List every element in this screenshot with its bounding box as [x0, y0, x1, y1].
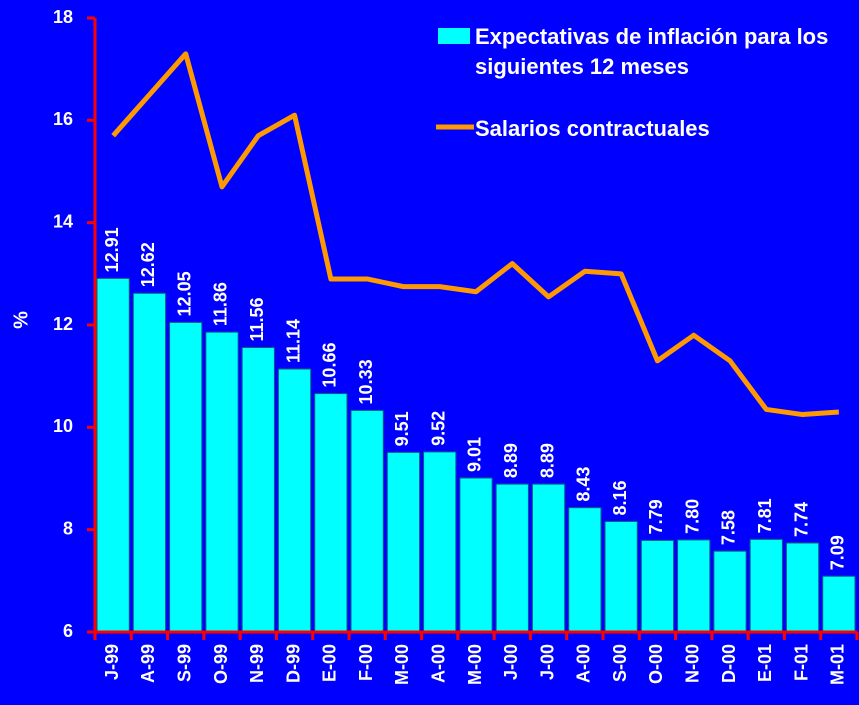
line: [111, 51, 840, 418]
bar: [205, 331, 239, 633]
bar: [749, 538, 783, 633]
data-label: 9.52: [428, 411, 448, 446]
bar: [640, 539, 675, 633]
y-tick-label: 18: [53, 7, 73, 27]
data-label: 11.86: [211, 282, 231, 326]
x-tick-label: E-01: [755, 644, 775, 682]
x-tick-label: J-00: [537, 644, 557, 680]
data-label: 10.33: [356, 359, 376, 404]
x-tick-label: E-00: [320, 644, 340, 682]
legend-label: Salarios contractuales: [475, 116, 710, 141]
x-tick-label: J-00: [501, 644, 521, 680]
data-label: 7.58: [719, 510, 739, 545]
data-label: 7.81: [755, 498, 775, 533]
data-label: 11.14: [283, 319, 303, 363]
data-label: 8.89: [501, 443, 521, 478]
bar: [169, 321, 203, 633]
x-tick-label: M-00: [465, 644, 485, 685]
bar: [423, 451, 457, 633]
data-label: 11.56: [247, 297, 267, 341]
x-tick-label: S-00: [610, 644, 630, 682]
data-label: 7.80: [682, 499, 702, 534]
data-label: 8.89: [537, 443, 557, 478]
bar: [677, 539, 711, 633]
x-tick-label: O-99: [211, 644, 231, 684]
bar: [350, 409, 384, 633]
data-label: 12.62: [138, 242, 158, 287]
data-label: 7.74: [791, 502, 811, 537]
x-tick-label: D-00: [719, 644, 739, 683]
x-tick-label: F-01: [791, 644, 811, 681]
x-tick-label: N-00: [682, 644, 702, 683]
bar: [604, 520, 638, 633]
data-label: 7.79: [646, 499, 666, 534]
bar: [241, 347, 275, 633]
data-label: 9.01: [465, 437, 485, 472]
data-label: 8.43: [574, 467, 594, 502]
y-tick-label: 10: [53, 416, 73, 436]
bar: [713, 550, 747, 633]
data-label: 12.91: [102, 227, 122, 272]
bar: [386, 451, 421, 633]
legend-swatch: [438, 28, 470, 44]
data-label: 9.51: [392, 411, 412, 446]
x-tick-label: M-00: [392, 644, 412, 685]
y-tick-label: 14: [53, 211, 73, 231]
x-tick-label: A-00: [574, 644, 594, 683]
bar: [785, 542, 820, 633]
bar: [822, 575, 856, 633]
bar: [459, 477, 493, 633]
x-tick-label: A-00: [428, 644, 448, 683]
y-tick-label: 6: [63, 621, 73, 641]
bar: [495, 483, 529, 633]
x-tick-label: F-00: [356, 644, 376, 681]
x-tick-label: D-99: [283, 644, 303, 683]
bar: [96, 277, 130, 633]
data-label: 12.05: [174, 271, 194, 316]
bar: [314, 393, 348, 633]
bar: [568, 507, 602, 633]
y-tick-label: 8: [63, 518, 73, 538]
x-tick-label: A-99: [138, 644, 158, 683]
y-axis-label: %: [10, 311, 32, 329]
bar: [277, 368, 312, 633]
x-tick-label: N-99: [247, 644, 267, 683]
bar: [531, 483, 566, 633]
data-label: 10.66: [320, 343, 340, 388]
y-tick-label: 16: [53, 109, 73, 129]
legend-label: Expectativas de inflación para los sigui…: [475, 24, 829, 79]
data-label: 7.09: [828, 535, 848, 570]
data-label: 8.16: [610, 480, 630, 515]
x-tick-label: M-01: [828, 644, 848, 685]
x-tick-label: J-99: [102, 644, 122, 680]
y-tick-label: 12: [53, 314, 73, 334]
x-tick-label: O-00: [646, 644, 666, 684]
x-tick-label: S-99: [174, 644, 194, 682]
bar: [132, 292, 167, 633]
